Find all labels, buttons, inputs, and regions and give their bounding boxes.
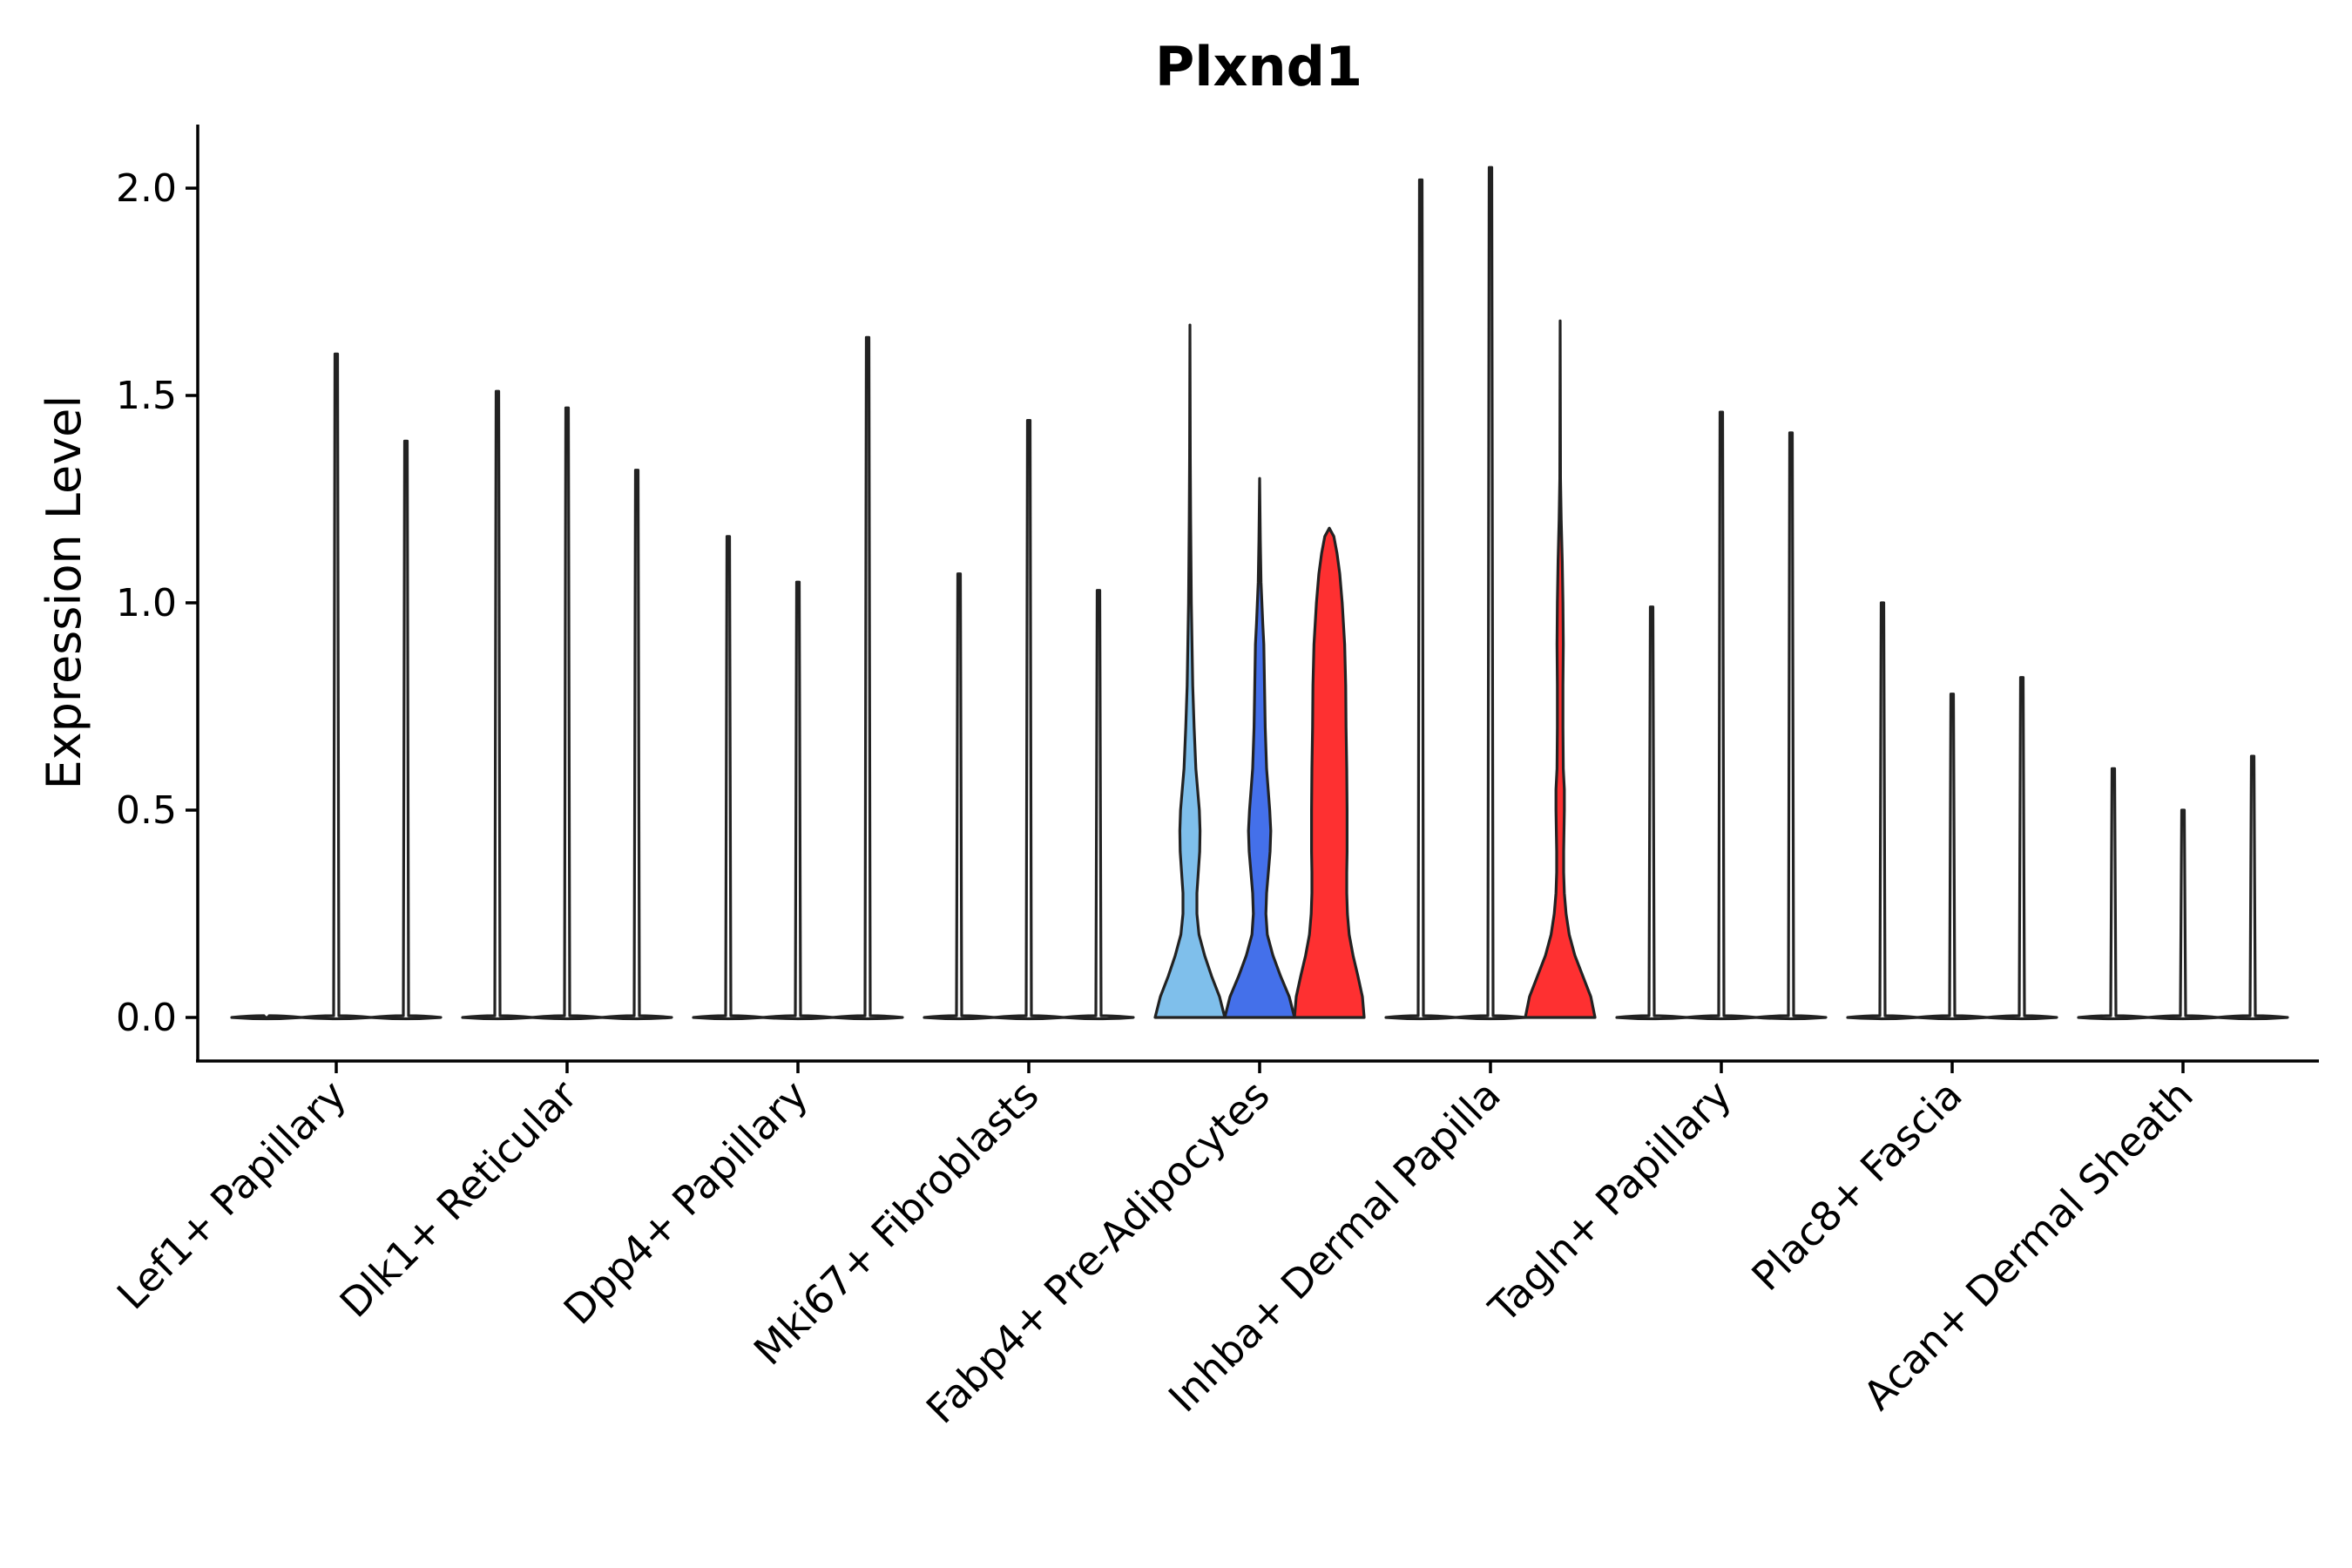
violin-shape bbox=[1293, 526, 1366, 1019]
violin-shape bbox=[1384, 178, 1457, 1021]
y-tick-label: 0.0 bbox=[116, 996, 177, 1040]
violin-shape bbox=[1062, 589, 1135, 1021]
y-tick-label: 1.0 bbox=[116, 581, 177, 625]
violin-shape bbox=[1685, 410, 1758, 1021]
violin-shape bbox=[369, 439, 443, 1021]
violin-shape bbox=[531, 406, 604, 1021]
violin-shape bbox=[600, 469, 673, 1021]
violin-shape bbox=[831, 335, 904, 1021]
violin-shape bbox=[992, 418, 1065, 1021]
y-axis-label: Expression Level bbox=[37, 395, 91, 790]
violin-shape bbox=[1454, 166, 1527, 1021]
violin-shape bbox=[1223, 476, 1296, 1019]
violin-shape bbox=[1754, 431, 1828, 1021]
x-tick-label: Tagln+ Papillary bbox=[1479, 1071, 1740, 1333]
x-tick-label: Plac8+ Fascia bbox=[1742, 1071, 1970, 1300]
violin-shape bbox=[1985, 676, 2058, 1021]
x-tick-label: Dlk1+ Reticular bbox=[331, 1071, 586, 1327]
violin-shape bbox=[1846, 601, 1919, 1021]
violin-shape bbox=[1615, 605, 1688, 1021]
violin-shape bbox=[2077, 767, 2150, 1021]
violin-shape bbox=[300, 352, 373, 1021]
violin-shape bbox=[2216, 754, 2289, 1021]
x-tick-label: Lef1+ Papillary bbox=[108, 1071, 355, 1319]
chart-title: Plxnd1 bbox=[1155, 35, 1362, 98]
y-axis-ticks: 0.0 0.5 1.0 1.5 2.0 bbox=[116, 166, 198, 1040]
y-tick-label: 0.5 bbox=[116, 788, 177, 833]
violin-shape bbox=[461, 389, 534, 1021]
violin-shape bbox=[692, 535, 765, 1021]
violin-shape bbox=[1524, 319, 1597, 1019]
violin-shape bbox=[761, 580, 835, 1021]
violin-shape bbox=[2146, 808, 2220, 1021]
violin-shape bbox=[923, 572, 996, 1021]
violin-layer bbox=[230, 166, 2289, 1021]
violin-shape bbox=[1916, 693, 1989, 1021]
x-tick-label: Dpp4+ Papillary bbox=[555, 1071, 817, 1334]
y-tick-label: 1.5 bbox=[116, 374, 177, 418]
violin-shape bbox=[1153, 323, 1227, 1019]
violin-shape bbox=[230, 1014, 303, 1021]
y-tick-label: 2.0 bbox=[116, 166, 177, 211]
